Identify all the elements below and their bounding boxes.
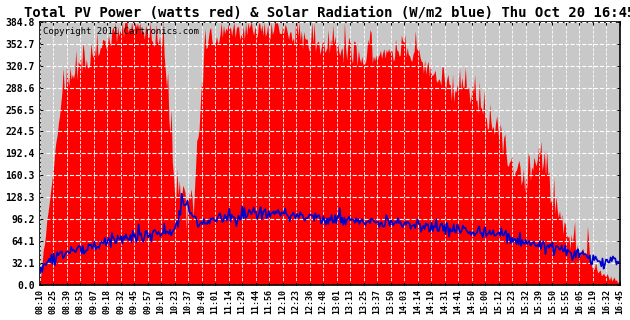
Text: Copyright 2011 Cartronics.com: Copyright 2011 Cartronics.com [43,28,198,36]
Title: Total PV Power (watts red) & Solar Radiation (W/m2 blue) Thu Oct 20 16:45: Total PV Power (watts red) & Solar Radia… [24,5,630,20]
